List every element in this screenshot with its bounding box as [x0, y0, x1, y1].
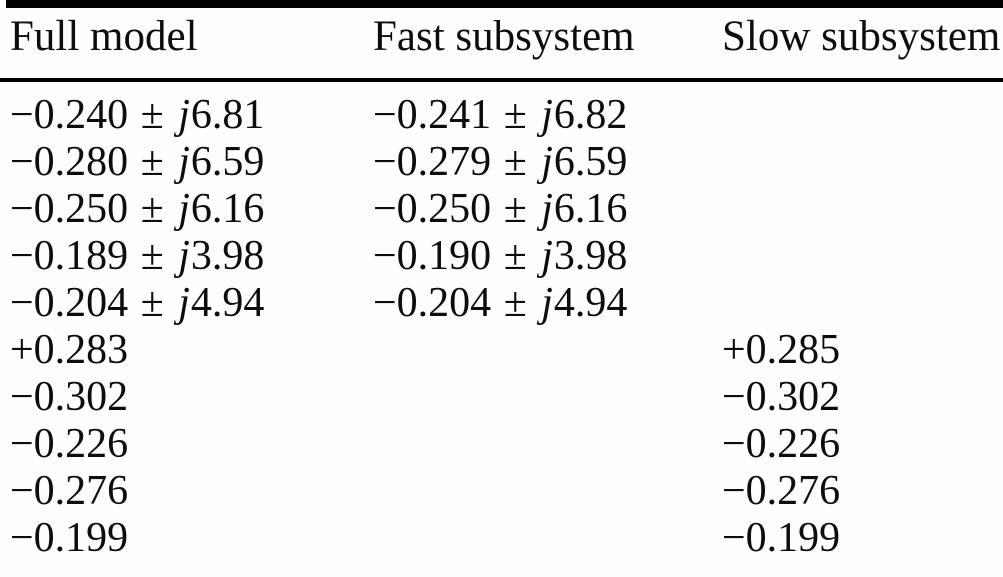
eigenvalue-real-part: −0.226: [10, 421, 129, 467]
eigenvalue-cell-full: −0.189 ± j3.98: [0, 233, 363, 280]
imaginary-unit: j: [541, 139, 553, 185]
eigenvalue-imag-part: 6.59: [553, 139, 628, 185]
plus-minus-symbol: ±: [493, 186, 538, 232]
eigenvalue-cell-slow: [712, 280, 1003, 327]
eigenvalue-real-part: −0.240: [10, 92, 129, 138]
plus-minus-symbol: ±: [130, 233, 175, 279]
eigenvalue-cell-fast: [363, 327, 712, 374]
eigenvalue-real-part: −0.204: [373, 280, 492, 326]
eigenvalue-cell-slow: [712, 186, 1003, 233]
eigenvalue-cell-fast: [363, 468, 712, 515]
eigenvalue-cell-full: −0.204 ± j4.94: [0, 280, 363, 327]
table-row: −0.250 ± j6.16 −0.250 ± j6.16: [0, 186, 1003, 233]
table-body: −0.240 ± j6.81 −0.241 ± j6.82 −0.280 ± j6.…: [0, 92, 1003, 562]
table-row: −0.302 −0.302: [0, 374, 1003, 421]
eigenvalue-imag-part: 6.16: [190, 186, 265, 232]
eigenvalue-real-part: −0.250: [373, 186, 492, 232]
eigenvalue-cell-full: −0.226: [0, 421, 363, 468]
eigenvalue-imag-part: 4.94: [190, 280, 265, 326]
eigenvalue-imag-part: 6.81: [190, 92, 265, 138]
eigenvalue-real-part: +0.283: [10, 327, 129, 373]
eigenvalue-cell-fast: −0.204 ± j4.94: [363, 280, 712, 327]
imaginary-unit: j: [541, 92, 553, 138]
table-row: −0.189 ± j3.98 −0.190 ± j3.98: [0, 233, 1003, 280]
eigenvalue-cell-fast: −0.190 ± j3.98: [363, 233, 712, 280]
table-header-rule: [0, 78, 1003, 82]
column-header-fast-subsystem: Fast subsystem: [373, 13, 635, 60]
plus-minus-symbol: ±: [130, 139, 175, 185]
eigenvalue-cell-full: −0.250 ± j6.16: [0, 186, 363, 233]
imaginary-unit: j: [541, 233, 553, 279]
eigenvalue-real-part: +0.285: [722, 327, 841, 373]
table-row: −0.204 ± j4.94 −0.204 ± j4.94: [0, 280, 1003, 327]
plus-minus-symbol: ±: [130, 186, 175, 232]
eigenvalue-cell-slow: [712, 92, 1003, 139]
imaginary-unit: j: [541, 186, 553, 232]
eigenvalue-cell-full: −0.280 ± j6.59: [0, 139, 363, 186]
table-row: −0.199 −0.199: [0, 515, 1003, 562]
eigenvalue-imag-part: 3.98: [553, 233, 628, 279]
eigenvalue-cell-slow: +0.285: [712, 327, 1003, 374]
eigenvalue-real-part: −0.199: [10, 515, 129, 561]
column-header-full-model: Full model: [10, 13, 198, 60]
eigenvalue-cell-full: −0.302: [0, 374, 363, 421]
table-row: −0.226 −0.226: [0, 421, 1003, 468]
plus-minus-symbol: ±: [130, 280, 175, 326]
eigenvalue-cell-fast: [363, 515, 712, 562]
imaginary-unit: j: [178, 139, 190, 185]
table-row: −0.276 −0.276: [0, 468, 1003, 515]
eigenvalue-cell-fast: [363, 374, 712, 421]
imaginary-unit: j: [178, 233, 190, 279]
eigenvalue-real-part: −0.279: [373, 139, 492, 185]
eigenvalue-cell-full: −0.199: [0, 515, 363, 562]
imaginary-unit: j: [178, 186, 190, 232]
eigenvalue-imag-part: 6.59: [190, 139, 265, 185]
eigenvalue-cell-slow: [712, 233, 1003, 280]
table-row: +0.283 +0.285: [0, 327, 1003, 374]
eigenvalue-imag-part: 6.16: [553, 186, 628, 232]
table-top-rule: [6, 0, 1003, 8]
eigenvalue-real-part: −0.280: [10, 139, 129, 185]
eigenvalue-cell-slow: −0.302: [712, 374, 1003, 421]
eigenvalue-real-part: −0.250: [10, 186, 129, 232]
eigenvalue-cell-fast: [363, 421, 712, 468]
imaginary-unit: j: [178, 280, 190, 326]
eigenvalue-real-part: −0.189: [10, 233, 129, 279]
imaginary-unit: j: [178, 92, 190, 138]
plus-minus-symbol: ±: [493, 92, 538, 138]
eigenvalue-cell-slow: [712, 139, 1003, 186]
table-header-row: Full model Fast subsystem Slow subsystem: [0, 12, 1003, 62]
eigenvalue-real-part: −0.226: [722, 421, 841, 467]
eigenvalue-cell-fast: −0.250 ± j6.16: [363, 186, 712, 233]
eigenvalue-imag-part: 4.94: [553, 280, 628, 326]
imaginary-unit: j: [541, 280, 553, 326]
eigenvalue-cell-slow: −0.226: [712, 421, 1003, 468]
eigenvalue-cell-full: +0.283: [0, 327, 363, 374]
eigenvalue-imag-part: 3.98: [190, 233, 265, 279]
table-row: −0.280 ± j6.59 −0.279 ± j6.59: [0, 139, 1003, 186]
plus-minus-symbol: ±: [493, 233, 538, 279]
eigenvalue-cell-slow: −0.276: [712, 468, 1003, 515]
table-row: −0.240 ± j6.81 −0.241 ± j6.82: [0, 92, 1003, 139]
plus-minus-symbol: ±: [493, 139, 538, 185]
eigenvalue-real-part: −0.302: [722, 374, 841, 420]
plus-minus-symbol: ±: [130, 92, 175, 138]
eigenvalue-real-part: −0.276: [10, 468, 129, 514]
eigenvalue-real-part: −0.190: [373, 233, 492, 279]
eigenvalue-real-part: −0.302: [10, 374, 129, 420]
eigenvalue-real-part: −0.204: [10, 280, 129, 326]
eigenvalue-real-part: −0.241: [373, 92, 492, 138]
eigenvalue-cell-fast: −0.241 ± j6.82: [363, 92, 712, 139]
eigenvalue-imag-part: 6.82: [553, 92, 628, 138]
plus-minus-symbol: ±: [493, 280, 538, 326]
eigenvalue-cell-full: −0.240 ± j6.81: [0, 92, 363, 139]
eigenvalue-cell-fast: −0.279 ± j6.59: [363, 139, 712, 186]
column-header-slow-subsystem: Slow subsystem: [722, 13, 1001, 60]
eigenvalue-cell-slow: −0.199: [712, 515, 1003, 562]
eigenvalue-real-part: −0.199: [722, 515, 841, 561]
eigenvalue-real-part: −0.276: [722, 468, 841, 514]
eigenvalue-cell-full: −0.276: [0, 468, 363, 515]
